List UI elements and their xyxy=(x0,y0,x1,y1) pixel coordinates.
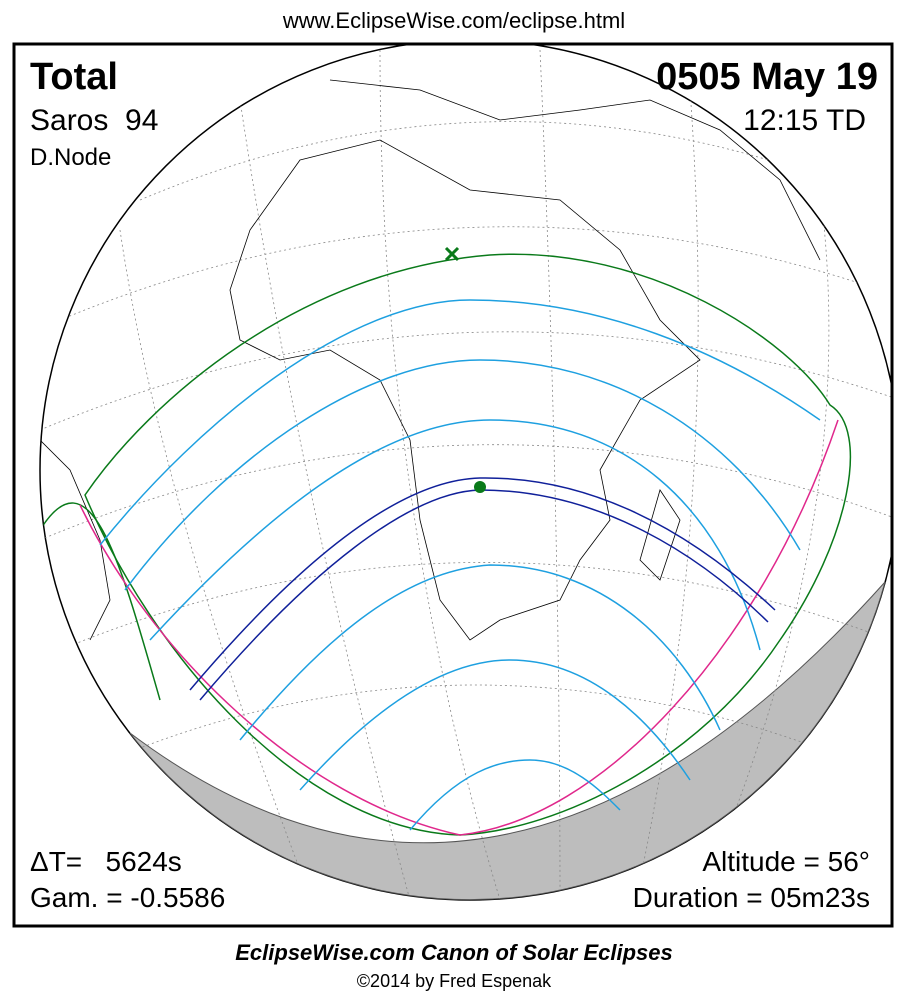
altitude: Altitude = 56° xyxy=(702,846,870,877)
url: www.EclipseWise.com/eclipse.html xyxy=(282,8,626,33)
gamma: Gam. = -0.5586 xyxy=(30,882,226,913)
time: 12:15 TD xyxy=(743,104,866,137)
delta-t: ΔT= 5624s xyxy=(30,846,182,877)
date: 0505 May 19 xyxy=(656,56,878,98)
greatest-eclipse-start xyxy=(444,246,460,262)
eclipse-type: Total xyxy=(30,56,118,98)
greatest-eclipse-point xyxy=(474,481,486,493)
globe xyxy=(39,44,892,901)
footer-title: EclipseWise.com Canon of Solar Eclipses xyxy=(235,940,673,965)
eclipse-paths xyxy=(40,253,852,836)
graticule xyxy=(40,49,892,900)
night-side xyxy=(129,581,886,901)
duration: Duration = 05m23s xyxy=(632,882,870,913)
node: D.Node xyxy=(30,144,112,171)
saros: Saros 94 xyxy=(30,104,159,137)
copyright: ©2014 by Fred Espenak xyxy=(356,971,552,991)
frame xyxy=(12,42,894,928)
coastlines xyxy=(40,79,821,641)
